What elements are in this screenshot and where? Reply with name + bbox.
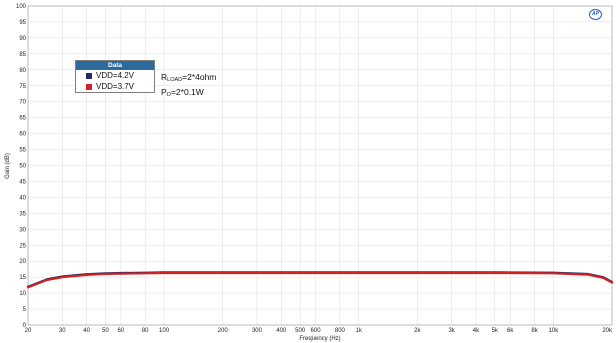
x-tick-label: 80 <box>142 328 149 334</box>
series-line-vdd-3-7v <box>26 271 614 289</box>
y-tick-label: 20 <box>19 259 26 265</box>
y-tick-label: 40 <box>19 195 26 201</box>
x-tick-label: 4k <box>473 328 480 334</box>
legend-entry-vdd-3-7v: VDD=3.7V <box>76 81 154 92</box>
y-tick-label: 15 <box>19 275 26 281</box>
x-tick-label: 20k <box>602 328 613 334</box>
x-tick-label: 20 <box>25 328 32 334</box>
x-tick-label: 200 <box>218 328 229 334</box>
y-tick-label: 0 <box>23 323 27 329</box>
y-tick-label: 55 <box>19 148 26 154</box>
y-tick-label: 80 <box>19 68 26 74</box>
x-tick-label: 1k <box>356 328 363 334</box>
x-tick-label: 3k <box>448 328 455 334</box>
x-tick-label: 30 <box>59 328 66 334</box>
y-tick-label: 70 <box>19 100 26 106</box>
y-tick-label: 50 <box>19 164 26 170</box>
x-tick-label: 100 <box>159 328 170 334</box>
series-lines <box>26 271 614 289</box>
legend-swatch-vdd-4-2v <box>86 72 92 79</box>
y-tick-label: 5 <box>23 307 27 313</box>
x-axis-ticks: 20 30 40 50 60 80 100 200 300 400 500 600 800 1k 2k 3k 4… <box>25 328 613 334</box>
legend-label-vdd-4-2v: VDD=4.2V <box>96 71 135 80</box>
x-tick-label: 800 <box>335 328 346 334</box>
x-tick-label: 300 <box>252 328 263 334</box>
y-axis-label: Gain (dB) <box>5 153 11 179</box>
x-tick-label: 2k <box>414 328 421 334</box>
y-tick-label: 35 <box>19 211 26 217</box>
y-tick-label: 90 <box>19 36 26 42</box>
y-tick-label: 10 <box>19 291 26 297</box>
legend-entry-vdd-4-2v: VDD=4.2V <box>76 70 154 81</box>
plot-frame <box>27 5 613 326</box>
y-tick-label: 65 <box>19 116 26 122</box>
x-tick-label: 600 <box>311 328 322 334</box>
x-tick-label: 500 <box>295 328 306 334</box>
load-resistance-annotation: RLOAD=2*4ohm <box>161 72 217 83</box>
legend-label-vdd-3-7v: VDD=3.7V <box>96 82 135 91</box>
x-tick-label: 40 <box>83 328 90 334</box>
y-tick-label: 100 <box>16 4 27 10</box>
grid <box>27 5 613 326</box>
y-tick-label: 45 <box>19 179 26 185</box>
y-tick-label: 60 <box>19 132 26 138</box>
x-tick-label: 60 <box>118 328 125 334</box>
x-tick-label: 400 <box>276 328 287 334</box>
y-tick-label: 30 <box>19 227 26 233</box>
y-tick-label: 95 <box>19 20 26 26</box>
x-tick-label: 10k <box>549 328 560 334</box>
y-tick-label: 25 <box>19 243 26 249</box>
ap-logo-icon: AP <box>589 9 602 20</box>
y-tick-label: 85 <box>19 52 26 58</box>
legend-title: Data <box>76 61 154 70</box>
x-tick-label: 8k <box>531 328 538 334</box>
y-tick-label: 75 <box>19 84 26 90</box>
legend-swatch-vdd-3-7v <box>86 83 92 90</box>
output-power-annotation: PO=2*0.1W <box>161 87 204 98</box>
legend: Data VDD=4.2V VDD=3.7V <box>75 60 155 93</box>
x-tick-label: 5k <box>492 328 499 334</box>
x-tick-label: 50 <box>102 328 109 334</box>
y-axis-ticks: 0 5 10 15 20 25 30 35 40 45 50 55 60 65 70 75 80 85 90 95 10… <box>16 4 27 329</box>
x-axis-label: Frequency (Hz) <box>299 336 340 342</box>
x-tick-label: 6k <box>507 328 514 334</box>
